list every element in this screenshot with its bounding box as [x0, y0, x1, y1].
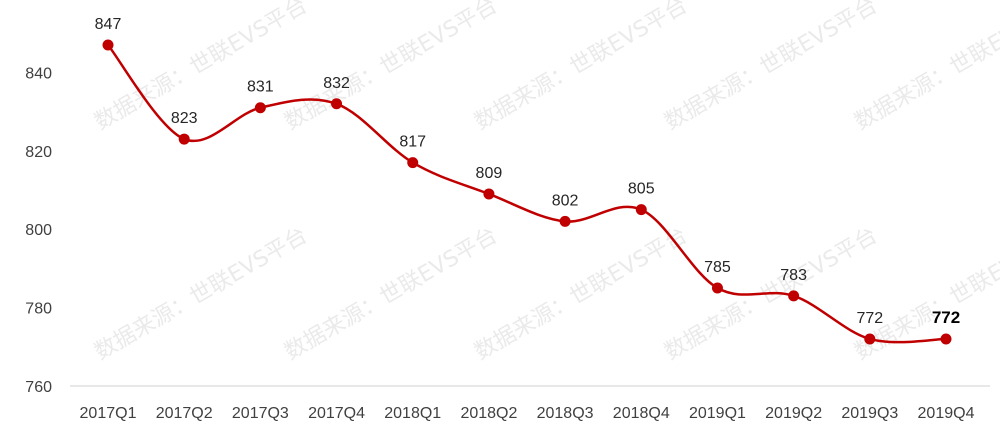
data-label: 831 [247, 79, 274, 96]
data-point [788, 290, 800, 302]
x-tick-label: 2018Q4 [613, 405, 670, 422]
data-label: 785 [704, 259, 731, 276]
data-labels: 847 823 831 832 817 809 802 805 785 783 772 772 [95, 16, 961, 327]
data-point [635, 204, 647, 216]
data-label: 805 [628, 181, 655, 198]
watermark-text: 数据来源：世联EVS平台 [471, 223, 692, 365]
data-label: 802 [552, 192, 579, 209]
y-tick-label: 780 [25, 301, 52, 318]
x-axis-ticks: 2017Q1 2017Q2 2017Q3 2017Q4 2018Q1 2018Q2 2018… [80, 405, 975, 422]
data-point [331, 98, 343, 110]
data-point [559, 215, 571, 227]
x-tick-label: 2018Q3 [537, 405, 594, 422]
x-tick-label: 2018Q1 [384, 405, 441, 422]
data-label: 772 [932, 308, 960, 327]
x-tick-label: 2017Q4 [308, 405, 365, 422]
x-tick-label: 2017Q1 [80, 405, 137, 422]
x-tick-label: 2019Q3 [841, 405, 898, 422]
data-label: 772 [856, 310, 883, 327]
data-label: 823 [171, 110, 198, 127]
y-tick-label: 800 [25, 222, 52, 239]
data-point [711, 282, 723, 294]
watermark-text: 数据来源：世联EVS平台 [851, 0, 1000, 135]
data-point [940, 333, 952, 345]
x-tick-label: 2019Q4 [918, 405, 975, 422]
data-point [483, 188, 495, 200]
x-tick-label: 2017Q3 [232, 405, 289, 422]
data-label: 832 [323, 75, 350, 92]
x-tick-label: 2018Q2 [460, 405, 517, 422]
watermark-text: 数据来源：世联EVS平台 [281, 0, 502, 135]
x-tick-label: 2017Q2 [156, 405, 213, 422]
data-label: 809 [476, 165, 503, 182]
watermark-text: 数据来源：世联EVS平台 [281, 223, 502, 365]
data-point [102, 39, 114, 51]
y-tick-label: 840 [25, 65, 52, 82]
y-axis-ticks: 760 780 800 820 840 [25, 65, 52, 396]
data-point [864, 333, 876, 345]
watermark-text: 数据来源：世联EVS平台 [661, 0, 882, 135]
data-label: 847 [95, 16, 122, 33]
data-point [407, 157, 419, 169]
series-markers [102, 39, 952, 345]
data-point [254, 102, 266, 114]
x-tick-label: 2019Q1 [689, 405, 746, 422]
watermark-text: 数据来源：世联EVS平台 [471, 0, 692, 135]
watermark-text: 数据来源：世联EVS平台 [91, 223, 312, 365]
y-tick-label: 760 [25, 379, 52, 396]
data-label: 783 [780, 267, 807, 284]
data-label: 817 [399, 134, 426, 151]
data-point [178, 133, 190, 145]
x-tick-label: 2019Q2 [765, 405, 822, 422]
y-tick-label: 820 [25, 144, 52, 161]
